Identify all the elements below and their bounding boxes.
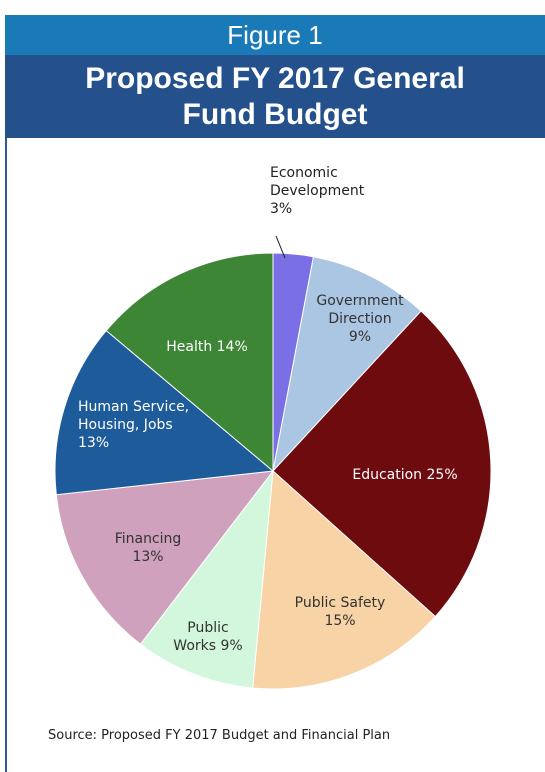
pie-chart: Economic Development 3% Government Direction… [54,165,492,690]
left-border-rule [5,138,7,772]
pie-slice [54,329,275,496]
slice-label-line: Government [316,293,404,309]
pie-slice [272,310,492,618]
slice-label-line: Direction [328,311,391,327]
slice-label-line: Development [270,183,365,199]
slice-label-line: Economic [270,165,338,181]
title-band: Proposed FY 2017 General Fund Budget [5,55,545,138]
pie-slice [105,252,274,473]
slice-label-line: Public [187,620,228,636]
slice-label-line: Housing, Jobs [78,417,173,433]
chart-title-line-2: Fund Budget [182,97,368,131]
slice-label: Financing 13% [115,531,182,565]
pie-slice [139,469,274,689]
slice-label-line: Public Safety [295,595,386,611]
slice-label: Public Works 9% [173,620,242,654]
slice-label-line: 13% [132,549,163,565]
chart-title-line-1: Proposed FY 2017 General [85,61,465,95]
slice-label: Education 25% [352,467,457,483]
slice-label-line: 15% [324,613,355,629]
slice-label: Government Direction 9% [316,293,404,345]
slice-label-line: Education 25% [352,467,457,483]
figure-label: Figure 1 [227,19,323,50]
slice-label-line: 13% [78,435,109,451]
source-note: Source: Proposed FY 2017 Budget and Fina… [48,728,391,743]
pie-slice [55,470,275,645]
figure-label-band: Figure 1 [5,15,545,55]
slice-label-line: Financing [115,531,182,547]
slice-label-line: 9% [349,329,371,345]
slice-label: Health 14% [166,339,248,355]
slice-label: Public Safety 15% [295,595,386,629]
slice-label: Economic Development 3% [270,165,365,217]
pie-slice [252,469,437,690]
pie-slice [272,256,422,473]
slice-label: Human Service, Housing, Jobs 13% [78,399,189,451]
leader-line [275,235,286,259]
slice-label-line: Human Service, [78,399,189,415]
slice-label-line: Works 9% [173,638,242,654]
slice-label-line: Health 14% [166,339,248,355]
slice-label-line: 3% [270,201,292,217]
